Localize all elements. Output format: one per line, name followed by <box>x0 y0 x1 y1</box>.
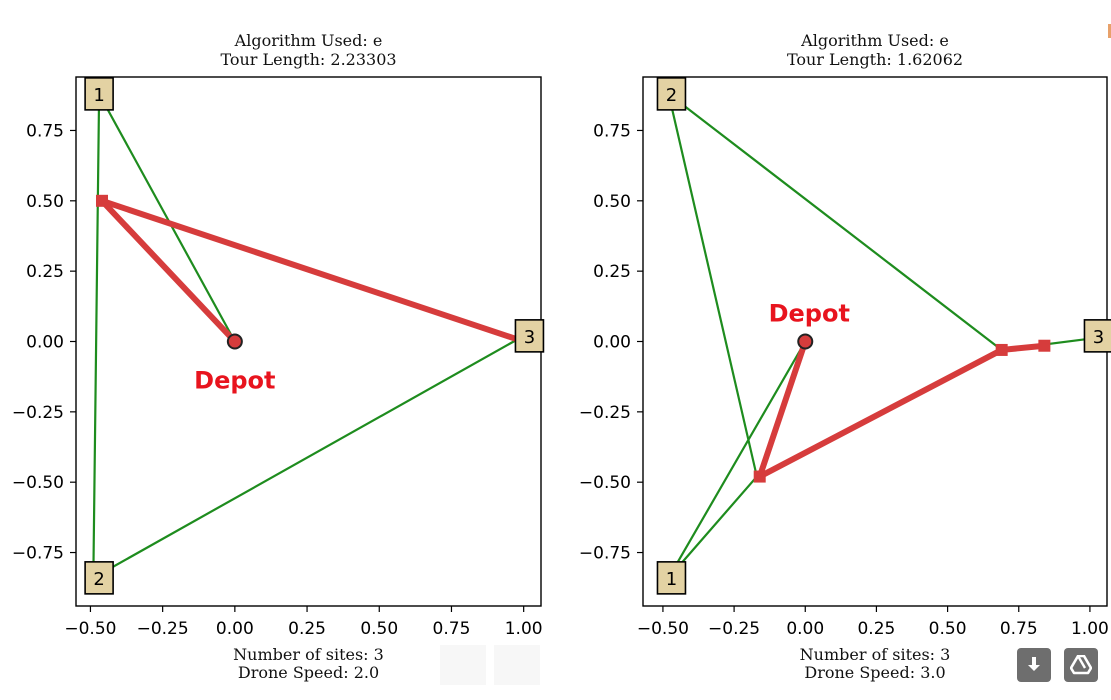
depot-label: Depot <box>769 300 850 328</box>
faded-overlay-button <box>494 645 540 685</box>
site-box <box>84 77 114 111</box>
y-tick-label: 0.75 <box>26 121 64 141</box>
y-tick-label: 0.00 <box>593 333 631 353</box>
site-label: 1 <box>93 85 104 106</box>
site-label: 3 <box>524 327 535 348</box>
red-route-line <box>756 338 1048 480</box>
x-tick-label: −0.50 <box>637 619 689 639</box>
depot-marker <box>226 333 243 350</box>
site-label: 3 <box>1093 327 1104 348</box>
download-button[interactable] <box>1017 648 1051 682</box>
y-tick-label: 0.75 <box>593 121 631 141</box>
y-tick-label: −0.75 <box>579 544 631 564</box>
red-route-line <box>98 197 527 345</box>
faded-overlay-button <box>440 645 486 685</box>
x-tick-label: 0.25 <box>857 619 895 639</box>
site-box <box>656 77 687 111</box>
site-box <box>514 319 545 353</box>
x-tick-label: −0.25 <box>708 619 760 639</box>
chart-title: Algorithm Used: e <box>234 31 383 50</box>
site-label: 2 <box>666 85 677 106</box>
y-tick-label: −0.25 <box>12 403 64 423</box>
chart-footer: Drone Speed: 2.0 <box>238 663 379 682</box>
red-waypoint-marker <box>995 343 1008 356</box>
x-tick-label: 0.50 <box>929 619 967 639</box>
x-tick-label: −0.25 <box>137 619 189 639</box>
x-tick-label: −0.50 <box>64 619 116 639</box>
chart-title: Tour Length: 1.62062 <box>787 50 963 69</box>
corner-accent <box>1108 24 1111 38</box>
x-tick-label: 0.00 <box>786 619 824 639</box>
y-tick-label: −0.75 <box>12 544 64 564</box>
red-waypoint-marker <box>753 470 766 483</box>
chart-footer: Number of sites: 3 <box>233 645 384 664</box>
chart-title: Tour Length: 2.23303 <box>220 50 396 69</box>
y-tick-label: 0.25 <box>26 262 64 282</box>
site-box <box>1083 319 1111 353</box>
chart-title: Algorithm Used: e <box>800 31 949 50</box>
y-tick-label: 0.00 <box>26 333 64 353</box>
download-icon <box>1028 657 1040 671</box>
depot-marker <box>797 333 814 350</box>
x-tick-label: 0.75 <box>1000 619 1038 639</box>
site-label: 1 <box>666 569 677 590</box>
y-tick-label: 0.50 <box>26 192 64 212</box>
x-tick-label: 0.25 <box>288 619 326 639</box>
x-tick-label: 0.50 <box>360 619 398 639</box>
site-label: 2 <box>93 569 104 590</box>
red-waypoint-marker <box>95 194 108 207</box>
chart-footer: Drone Speed: 3.0 <box>804 663 945 682</box>
x-tick-label: 0.75 <box>433 619 471 639</box>
x-tick-label: 1.00 <box>505 619 543 639</box>
axes-frame <box>75 76 542 607</box>
drive-icon <box>1070 655 1092 675</box>
y-tick-label: −0.50 <box>12 473 64 493</box>
x-tick-label: 0.00 <box>216 619 254 639</box>
site-box <box>656 561 687 595</box>
y-tick-label: −0.50 <box>579 473 631 493</box>
drive-button[interactable] <box>1064 648 1098 682</box>
red-waypoint-marker <box>1038 339 1051 352</box>
site-box <box>84 561 114 595</box>
y-tick-label: −0.25 <box>579 403 631 423</box>
green-route-line <box>667 92 1091 579</box>
y-tick-label: 0.25 <box>593 262 631 282</box>
green-route-line <box>92 92 525 579</box>
depot-label: Depot <box>194 367 275 395</box>
y-tick-label: 0.50 <box>593 192 631 212</box>
chart-footer: Number of sites: 3 <box>800 645 951 664</box>
x-tick-label: 1.00 <box>1071 619 1109 639</box>
